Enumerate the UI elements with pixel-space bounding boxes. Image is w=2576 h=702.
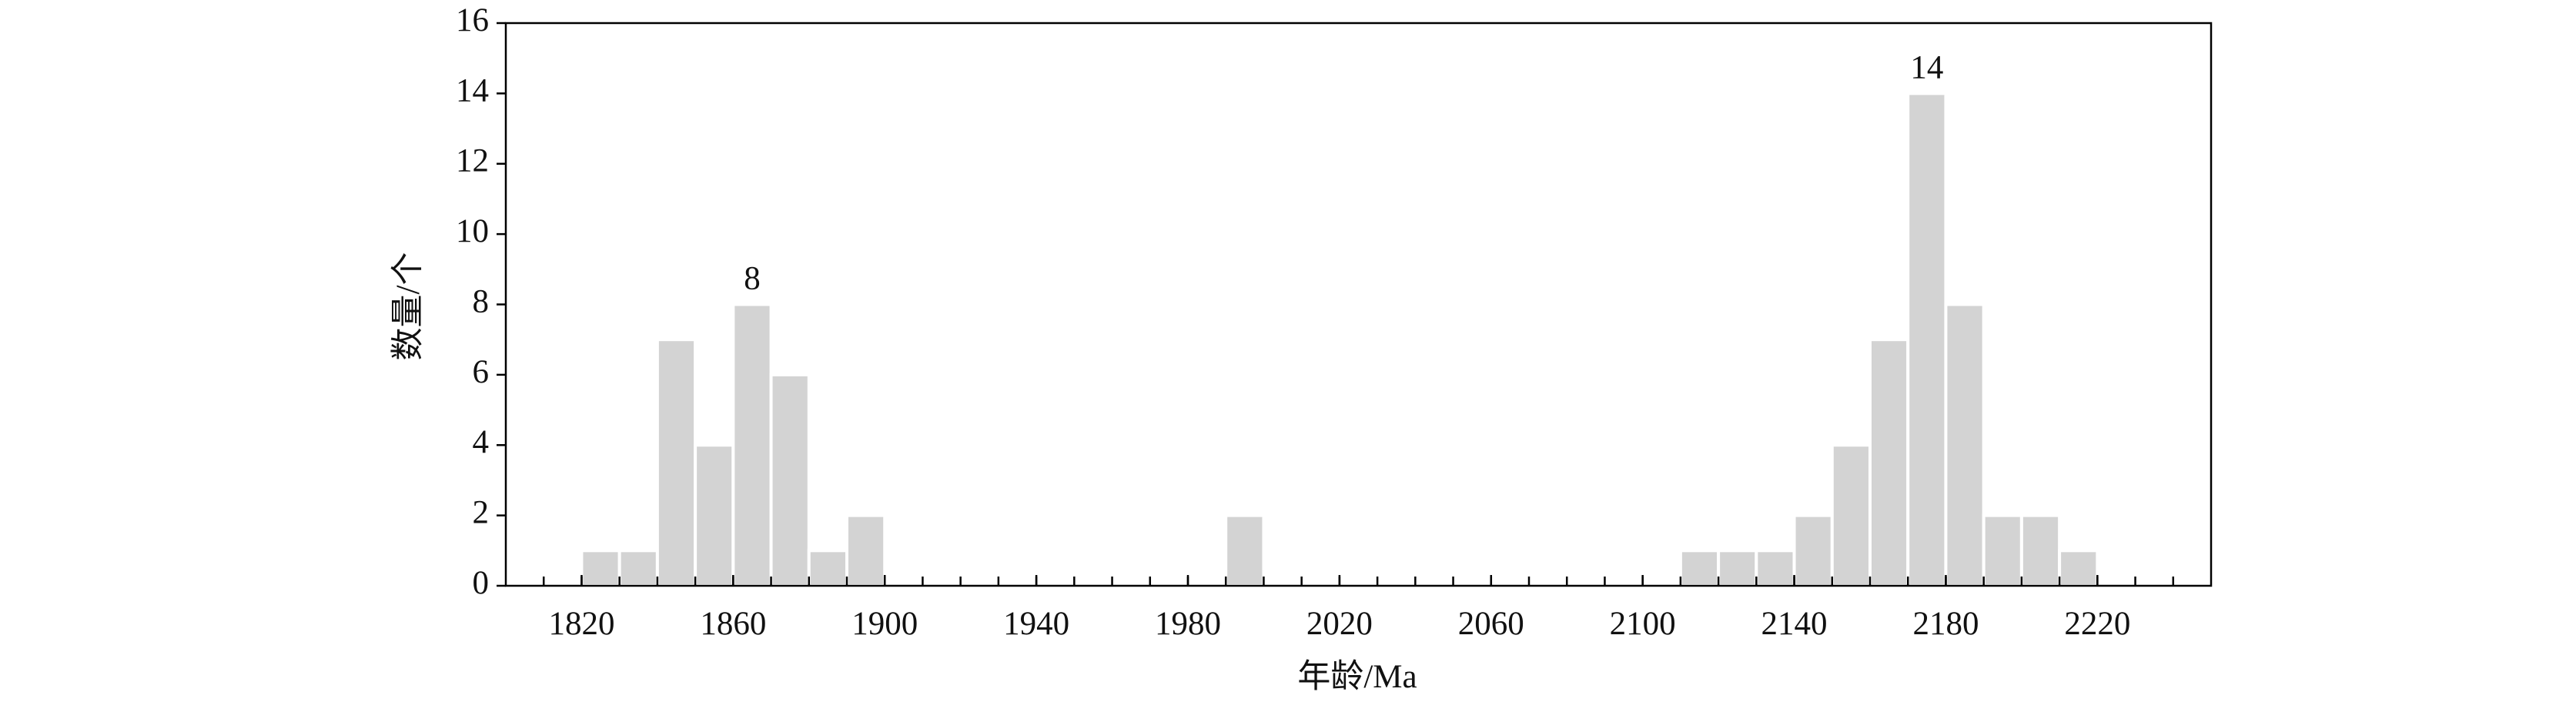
bar [1792,513,1834,587]
y-tick-label: 10 [456,213,489,249]
x-tick-label: 1860 [700,606,766,642]
bar [1906,92,1948,587]
bar [1944,303,1986,587]
bar [845,513,887,587]
y-tick-label: 8 [473,283,490,319]
x-axis-title: 年龄/Ma [1297,659,1417,695]
bar [1868,338,1910,587]
bar [731,303,773,587]
bar [617,549,659,587]
bar [655,338,698,587]
x-tick-label: 2020 [1306,606,1373,642]
y-tick-label: 4 [473,424,490,460]
bar [1830,443,1872,587]
x-tick-label: 2100 [1610,606,1676,642]
x-tick-label: 2180 [1912,606,1979,642]
bar [1982,513,2023,587]
y-tick-label: 12 [456,143,489,179]
x-tick-label: 2140 [1761,606,1828,642]
data-label: 14 [1910,49,1943,85]
y-tick-label: 2 [473,495,490,531]
y-tick-label: 6 [473,354,490,390]
bar [694,443,735,587]
y-tick-label: 16 [456,2,489,38]
bar [807,549,849,587]
bar [1678,549,1721,587]
bar [1224,513,1266,587]
y-tick-label: 14 [456,72,489,109]
x-tick-label: 2220 [2064,606,2130,642]
data-label: 8 [744,260,761,296]
bar [1717,549,1758,587]
x-tick-label: 2060 [1458,606,1524,642]
bar [2058,549,2099,587]
x-tick-label: 1820 [548,606,614,642]
x-tick-label: 1900 [851,606,918,642]
bar [769,373,811,587]
bar [580,549,621,587]
y-tick-label: 0 [473,565,490,601]
y-axis-title: 数量/个 [390,252,427,361]
x-tick-label: 1940 [1003,606,1069,642]
x-tick-label: 1980 [1155,606,1221,642]
bar [1755,549,1796,587]
bar [2019,513,2062,587]
